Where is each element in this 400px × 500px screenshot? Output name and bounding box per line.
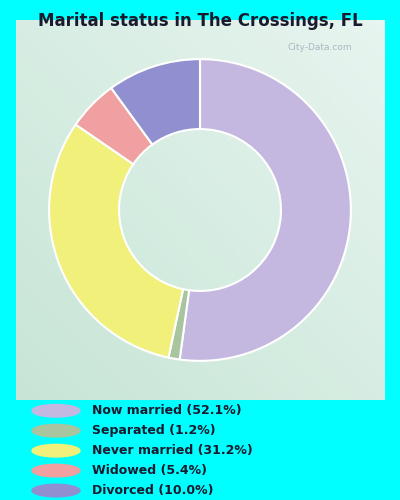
Text: Separated (1.2%): Separated (1.2%) [92, 424, 216, 437]
Wedge shape [180, 59, 351, 361]
Circle shape [32, 464, 80, 477]
Circle shape [32, 404, 80, 417]
Wedge shape [49, 124, 183, 358]
Circle shape [32, 424, 80, 437]
Text: Never married (31.2%): Never married (31.2%) [92, 444, 253, 457]
Text: Widowed (5.4%): Widowed (5.4%) [92, 464, 207, 477]
Wedge shape [111, 59, 200, 144]
Text: Marital status in The Crossings, FL: Marital status in The Crossings, FL [38, 12, 362, 30]
Wedge shape [76, 88, 152, 164]
Text: Now married (52.1%): Now married (52.1%) [92, 404, 242, 417]
Wedge shape [168, 289, 189, 360]
Circle shape [32, 484, 80, 497]
Text: Divorced (10.0%): Divorced (10.0%) [92, 484, 214, 497]
Text: City-Data.com: City-Data.com [287, 42, 352, 51]
Circle shape [32, 444, 80, 457]
